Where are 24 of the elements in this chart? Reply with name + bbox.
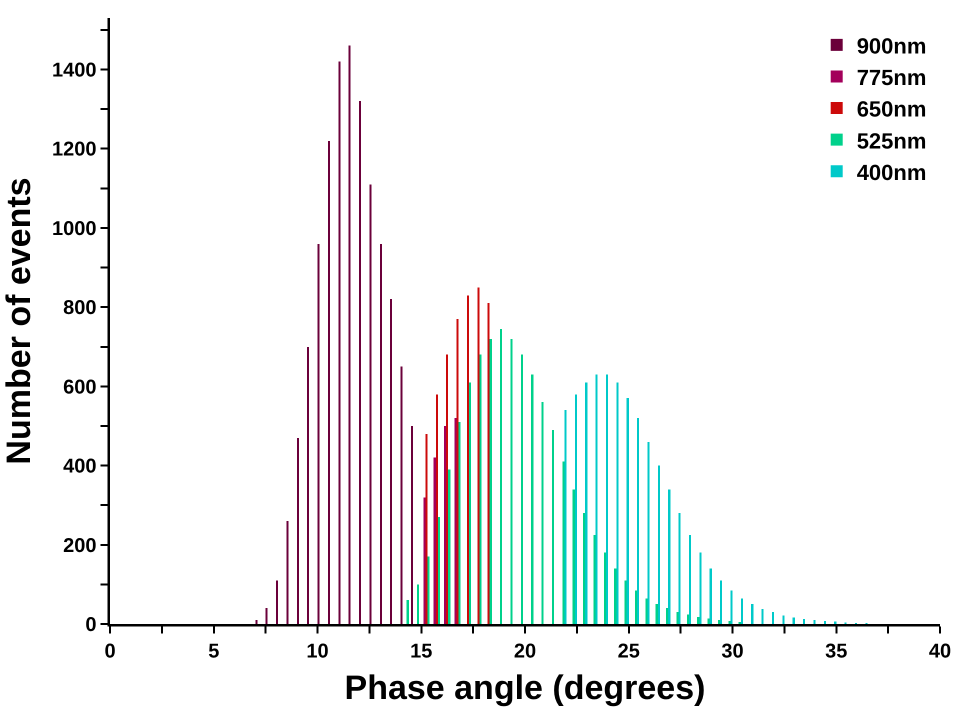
legend-label: 400nm bbox=[856, 160, 926, 185]
y-tick-label: 400 bbox=[63, 456, 96, 478]
y-tick-label: 1000 bbox=[52, 218, 96, 240]
x-tick-label: 15 bbox=[410, 640, 432, 662]
y-tick-label: 0 bbox=[85, 614, 96, 636]
y-tick-label: 1200 bbox=[52, 138, 96, 161]
x-axis-title: Phase angle (degrees) bbox=[344, 669, 706, 708]
x-tick-label: 25 bbox=[618, 640, 640, 662]
x-tick-label: 40 bbox=[928, 640, 952, 662]
x-tick-label: 35 bbox=[825, 640, 848, 662]
x-tick-label: 20 bbox=[514, 640, 536, 662]
x-tick-label: 5 bbox=[208, 640, 220, 662]
legend-label: 900nm bbox=[856, 33, 926, 58]
legend-label: 775nm bbox=[856, 65, 926, 90]
legend-label: 525nm bbox=[856, 128, 926, 154]
y-tick-label: 1400 bbox=[52, 59, 96, 82]
legend-label: 650nm bbox=[856, 96, 926, 122]
x-tick-label: 10 bbox=[306, 640, 329, 662]
y-tick-label: 600 bbox=[63, 376, 96, 398]
y-tick-label: 200 bbox=[63, 534, 96, 557]
x-tick-label: 0 bbox=[104, 640, 116, 662]
y-axis-title: Number of events bbox=[0, 177, 38, 465]
y-tick-label: 800 bbox=[63, 297, 96, 320]
x-tick-label: 30 bbox=[721, 640, 744, 662]
